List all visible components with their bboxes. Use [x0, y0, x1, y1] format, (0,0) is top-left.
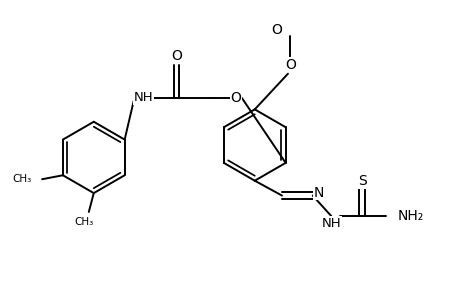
Text: NH₂: NH₂	[397, 209, 423, 224]
Text: O: O	[285, 58, 295, 72]
Text: N: N	[313, 186, 323, 200]
Text: S: S	[357, 174, 366, 188]
Text: O: O	[270, 23, 281, 37]
Text: CH₃: CH₃	[74, 217, 93, 227]
Text: NH: NH	[133, 92, 153, 104]
Text: NH: NH	[321, 217, 341, 230]
Text: CH₃: CH₃	[12, 174, 31, 184]
Text: O: O	[230, 91, 241, 105]
Text: O: O	[171, 49, 182, 63]
